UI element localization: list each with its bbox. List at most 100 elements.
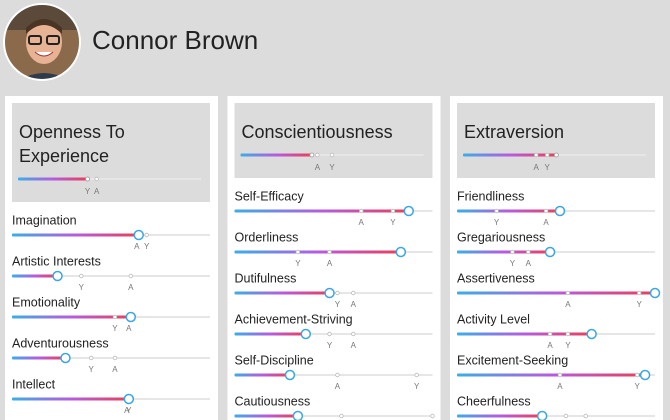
slider-fill — [12, 233, 139, 237]
marker-you-label: Y — [636, 300, 642, 309]
marker-average — [557, 372, 563, 378]
marker-average-label: A — [526, 259, 532, 268]
marker-you — [329, 152, 335, 158]
marker-you-label: Y — [414, 382, 420, 391]
slider-knob — [554, 205, 566, 217]
marker-you-label: Y — [329, 163, 335, 172]
marker-you-label: Y — [565, 341, 571, 350]
marker-you — [583, 413, 588, 419]
marker-average-label: A — [534, 163, 540, 172]
marker-average — [351, 331, 356, 337]
slider-knob — [125, 311, 137, 323]
slider-end — [309, 152, 315, 158]
slider-track — [12, 357, 210, 359]
slider-fill — [240, 153, 312, 157]
facet-name: Achievement-Striving — [235, 312, 353, 326]
marker-average — [534, 152, 539, 158]
marker-average-label: A — [134, 242, 140, 251]
slider-knob — [536, 410, 548, 420]
slider-track — [457, 251, 655, 253]
marker-you-label: Y — [545, 163, 551, 172]
slider-fill — [234, 414, 298, 418]
marker-average — [335, 372, 340, 378]
facet-name: Gregariousness — [457, 230, 545, 244]
slider-fill — [457, 291, 655, 295]
marker-you — [327, 331, 332, 337]
facet-name: Dutifulness — [235, 271, 297, 285]
slider-fill — [12, 315, 131, 319]
marker-you-label: Y — [335, 300, 341, 309]
marker-you-label: Y — [510, 259, 516, 268]
slider-knob — [395, 246, 407, 258]
slider-fill — [457, 414, 543, 418]
slider-fill — [457, 209, 560, 213]
marker-you-label: Y — [635, 382, 641, 391]
marker-you-label: Y — [126, 406, 132, 415]
facet-name: Friendliness — [457, 189, 524, 203]
marker-average — [359, 208, 364, 214]
slider-knob — [544, 246, 556, 258]
slider-fill — [457, 373, 646, 377]
marker-you-label: Y — [390, 218, 396, 227]
slider-fill — [234, 250, 401, 254]
marker-average-label: A — [327, 259, 333, 268]
facet-name: Activity Level — [457, 312, 530, 326]
marker-average-label: A — [315, 163, 321, 172]
facet-name: Artistic Interests — [12, 254, 101, 268]
slider-knob — [639, 369, 651, 381]
marker-you — [112, 314, 118, 320]
slider-end — [553, 152, 559, 158]
trait-header — [457, 103, 655, 178]
marker-you-label: Y — [295, 259, 301, 268]
marker-average — [543, 208, 549, 214]
slider-knob — [284, 369, 296, 381]
slider-fill — [463, 153, 557, 157]
marker-average-label: A — [547, 341, 553, 350]
facet-name: Cautiousness — [235, 394, 311, 408]
facet-name: Cheerfulness — [457, 394, 531, 408]
marker-average-label: A — [335, 382, 341, 391]
slider-fill — [12, 356, 66, 360]
slider-knob — [586, 328, 597, 340]
marker-you — [634, 372, 640, 378]
marker-average — [315, 152, 320, 158]
marker-you — [414, 372, 419, 378]
marker-you — [565, 331, 571, 337]
marker-average-label: A — [351, 341, 357, 350]
marker-average-label: A — [128, 283, 134, 292]
slider-track — [18, 178, 201, 180]
facet-name: Imagination — [12, 213, 77, 227]
slider-fill — [18, 177, 88, 181]
slider-fill — [234, 291, 330, 295]
slider-fill — [234, 373, 290, 377]
trait-title: Openness To Experience — [19, 122, 125, 166]
marker-average-label: A — [359, 218, 365, 227]
marker-average — [351, 290, 356, 296]
slider-knob — [300, 328, 312, 340]
marker-you-label: Y — [112, 324, 118, 333]
marker-you-label: Y — [79, 283, 85, 292]
marker-average — [112, 355, 118, 361]
marker-you — [494, 208, 499, 214]
marker-average — [563, 413, 569, 419]
marker-you — [88, 355, 94, 361]
slider-knob — [52, 270, 63, 282]
marker-average — [327, 249, 332, 255]
slider-fill — [457, 332, 592, 336]
facet-name: Emotionality — [12, 295, 81, 309]
marker-you — [636, 290, 642, 296]
marker-average — [526, 249, 531, 255]
marker-you — [544, 152, 550, 158]
marker-you — [390, 208, 396, 214]
header — [0, 0, 670, 88]
slider-knob — [324, 287, 335, 299]
slider-track — [12, 275, 210, 277]
avatar-ring — [3, 3, 81, 81]
slider-end — [85, 176, 90, 182]
slider-fill — [234, 209, 409, 213]
slider-track — [234, 333, 433, 335]
marker-you — [335, 290, 340, 296]
slider-track — [457, 415, 655, 417]
marker-you — [144, 232, 149, 238]
